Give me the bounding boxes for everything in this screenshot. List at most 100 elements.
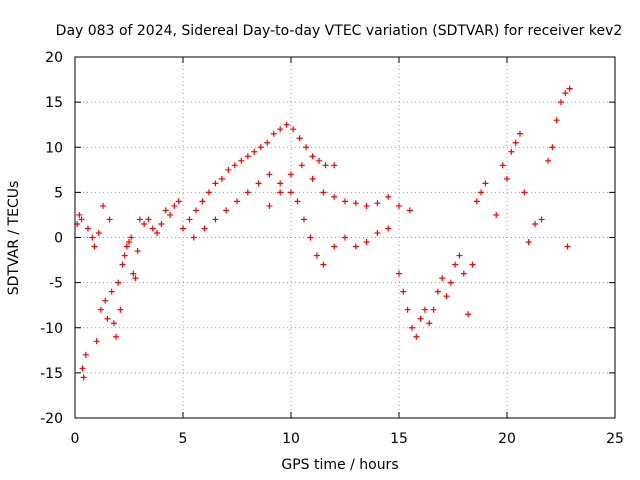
data-point bbox=[288, 171, 294, 178]
data-point bbox=[439, 275, 446, 282]
data-point bbox=[469, 261, 476, 268]
data-point bbox=[100, 202, 107, 209]
data-point bbox=[290, 126, 297, 133]
data-point bbox=[199, 198, 206, 205]
data-point bbox=[149, 225, 156, 232]
y-tick-label: -15 bbox=[40, 366, 63, 382]
data-point bbox=[136, 216, 143, 223]
series-arc-rising bbox=[180, 121, 338, 232]
data-point bbox=[363, 202, 370, 209]
data-point bbox=[478, 189, 485, 196]
data-point bbox=[238, 157, 245, 164]
chart-title: Day 083 of 2024, Sidereal Day-to-day VTE… bbox=[56, 23, 623, 39]
data-point bbox=[385, 225, 392, 232]
data-point bbox=[110, 320, 117, 327]
data-point bbox=[374, 229, 381, 236]
data-point bbox=[270, 130, 277, 137]
axis-ticks bbox=[74, 56, 616, 419]
data-point bbox=[175, 198, 182, 205]
data-point bbox=[309, 175, 316, 182]
data-point bbox=[430, 306, 437, 313]
data-point bbox=[251, 148, 258, 155]
data-point bbox=[298, 162, 305, 169]
x-tick-label: 5 bbox=[179, 431, 188, 447]
data-point bbox=[396, 202, 402, 209]
y-axis-label: SDTVAR / TECUs bbox=[6, 181, 22, 296]
data-point bbox=[190, 234, 197, 241]
data-point bbox=[186, 216, 193, 223]
data-point bbox=[134, 248, 141, 255]
series-arc-lower bbox=[190, 171, 392, 268]
data-point bbox=[545, 157, 552, 164]
data-point bbox=[307, 234, 314, 241]
data-point bbox=[352, 200, 359, 207]
x-tick-label: 10 bbox=[282, 431, 300, 447]
x-tick-label: 0 bbox=[71, 431, 80, 447]
data-point bbox=[499, 162, 506, 169]
data-point bbox=[493, 211, 500, 218]
data-point bbox=[426, 320, 433, 327]
data-point bbox=[316, 157, 323, 164]
data-point bbox=[130, 270, 137, 277]
data-point bbox=[244, 189, 251, 196]
data-point bbox=[404, 306, 411, 313]
data-point bbox=[132, 275, 139, 282]
data-point bbox=[482, 180, 489, 187]
x-axis-label: GPS time / hours bbox=[281, 457, 398, 473]
data-point bbox=[119, 261, 126, 268]
data-point bbox=[553, 117, 560, 124]
data-point bbox=[538, 216, 545, 223]
data-point bbox=[266, 171, 273, 178]
data-point bbox=[508, 148, 515, 155]
data-point bbox=[443, 293, 450, 300]
data-point bbox=[93, 338, 100, 345]
data-point bbox=[89, 234, 96, 241]
data-point bbox=[408, 324, 415, 331]
y-tick-label: -5 bbox=[49, 276, 63, 292]
y-tick-label: 0 bbox=[54, 231, 63, 247]
data-point bbox=[264, 139, 271, 146]
data-point bbox=[205, 189, 212, 196]
y-tick-label: 20 bbox=[45, 50, 63, 66]
data-point bbox=[76, 211, 83, 218]
series-late-rise bbox=[493, 85, 573, 250]
data-point bbox=[162, 207, 169, 214]
data-point bbox=[277, 126, 284, 133]
data-point bbox=[564, 243, 571, 250]
x-tick-label: 25 bbox=[606, 431, 624, 447]
data-point bbox=[447, 279, 454, 286]
data-point bbox=[288, 189, 294, 196]
data-point bbox=[192, 207, 199, 214]
data-point bbox=[396, 270, 402, 277]
data-point bbox=[331, 162, 338, 169]
data-point bbox=[532, 220, 539, 227]
data-point bbox=[313, 252, 320, 259]
y-tick-label: 15 bbox=[45, 95, 63, 111]
x-tick-label: 15 bbox=[390, 431, 408, 447]
data-point bbox=[218, 175, 225, 182]
grid-lines bbox=[75, 57, 615, 418]
data-point bbox=[91, 243, 98, 250]
data-point bbox=[95, 229, 102, 236]
data-point bbox=[562, 90, 569, 97]
data-point bbox=[113, 333, 120, 340]
data-point bbox=[255, 180, 262, 187]
data-point bbox=[158, 220, 165, 227]
data-point bbox=[342, 234, 348, 241]
data-point bbox=[117, 306, 124, 313]
y-tick-label: -20 bbox=[40, 411, 63, 427]
data-point bbox=[521, 189, 528, 196]
data-point bbox=[465, 311, 472, 318]
data-point bbox=[126, 239, 132, 246]
data-point bbox=[180, 225, 186, 232]
data-point bbox=[363, 239, 370, 246]
data-point bbox=[84, 225, 91, 232]
y-tick-label: -10 bbox=[40, 321, 63, 337]
data-point bbox=[525, 239, 532, 246]
data-point bbox=[97, 306, 104, 313]
data-point bbox=[504, 175, 510, 182]
data-point bbox=[212, 180, 219, 187]
data-point bbox=[123, 243, 130, 250]
data-point bbox=[512, 139, 519, 146]
